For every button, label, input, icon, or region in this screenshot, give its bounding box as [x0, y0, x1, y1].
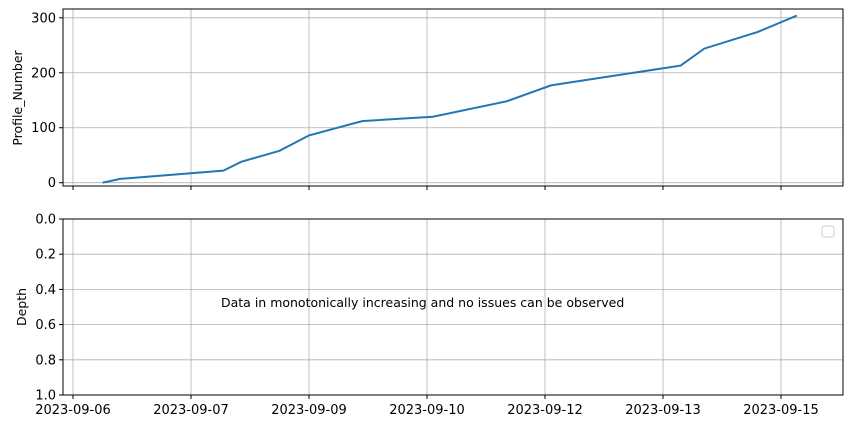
bottom-ticks: 2023-09-06 2023-09-07 2023-09-09 2023-09-10… [35, 213, 819, 419]
top-axes-frame [62, 8, 844, 187]
bottom-y-tick-label: 1.0 [35, 389, 56, 404]
top-y-axis-label: Profile_Number [10, 49, 25, 145]
bottom-x-tick-label: 2023-09-07 [153, 403, 229, 418]
annotation-text: Data in monotonically increasing and no … [221, 295, 624, 310]
top-y-tick-label: 200 [31, 66, 56, 81]
top-ticks: 0 100 200 300 [31, 11, 782, 191]
bottom-x-tick-label: 2023-09-12 [507, 403, 583, 418]
bottom-y-axis-label: Depth [14, 288, 29, 326]
bottom-x-tick-label: 2023-09-06 [35, 403, 111, 418]
empty-legend-box [821, 225, 835, 238]
top-y-tick-label: 300 [31, 11, 56, 26]
top-y-tick-label: 0 [48, 176, 56, 191]
depth-subplot: 2023-09-06 2023-09-07 2023-09-09 2023-09-10… [14, 213, 844, 419]
bottom-x-tick-label: 2023-09-09 [271, 403, 347, 418]
top-y-tick-label: 100 [31, 121, 56, 136]
bottom-y-tick-label: 0.2 [35, 248, 56, 263]
bottom-y-tick-label: 0.8 [35, 353, 56, 368]
bottom-y-tick-label: 0.4 [35, 283, 56, 298]
bottom-axes-frame [62, 218, 844, 396]
top-gridlines [63, 9, 843, 186]
bottom-x-tick-label: 2023-09-10 [389, 403, 465, 418]
bottom-y-tick-label: 0.0 [35, 213, 56, 228]
bottom-x-tick-label: 2023-09-15 [743, 403, 819, 418]
profile-number-subplot: 0 100 200 300 Profile_Number [10, 8, 844, 191]
bottom-y-tick-label: 0.6 [35, 318, 56, 333]
profile-number-line [102, 14, 798, 184]
bottom-x-tick-label: 2023-09-13 [625, 403, 701, 418]
